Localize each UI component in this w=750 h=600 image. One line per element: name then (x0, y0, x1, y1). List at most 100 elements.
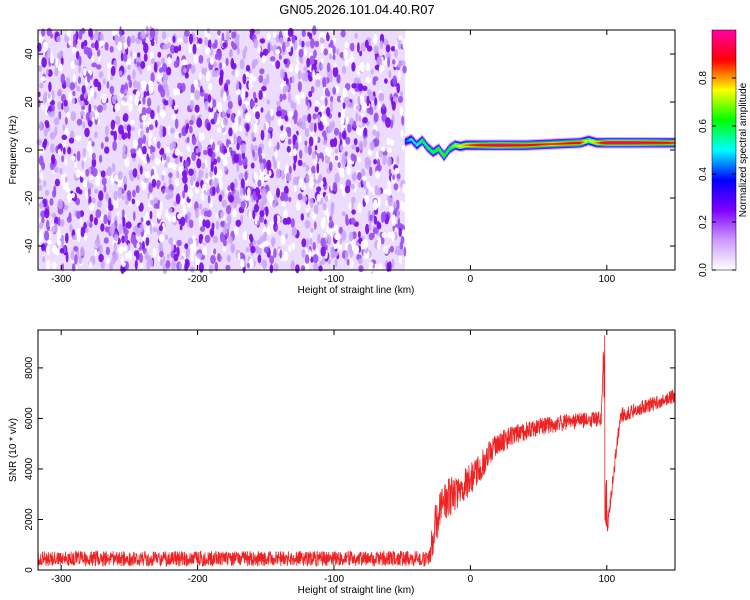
noise-speck (146, 65, 152, 71)
ridge-cell (462, 144, 465, 147)
noise-speck (327, 258, 331, 264)
noise-speck (82, 147, 87, 158)
noise-speck (118, 70, 123, 77)
noise-speck (387, 187, 392, 197)
noise-speck (88, 261, 93, 269)
ridge-cell (509, 144, 512, 147)
noise-speck (175, 177, 180, 187)
noise-speck (258, 154, 263, 164)
noise-speck (158, 241, 163, 253)
noise-speck (233, 190, 240, 201)
ridge-cell (486, 144, 489, 147)
ridge-cell (447, 149, 450, 152)
noise-speck (181, 127, 185, 134)
noise-speck (369, 141, 375, 151)
noise-speck (388, 168, 392, 176)
noise-speck (317, 233, 321, 244)
noise-speck (145, 211, 149, 222)
noise-speck (240, 200, 246, 210)
noise-speck (226, 214, 232, 226)
noise-speck (402, 183, 406, 194)
noise-speck (125, 221, 132, 229)
noise-speck (94, 238, 101, 248)
noise-speck (174, 157, 180, 165)
noise-speck (82, 121, 86, 129)
noise-speck (45, 68, 49, 76)
noise-speck (105, 192, 109, 202)
noise-speck (373, 159, 377, 165)
noise-speck (65, 77, 71, 88)
noise-speck (58, 111, 62, 120)
noise-speck (261, 85, 267, 92)
noise-speck (313, 122, 317, 133)
noise-speck (328, 161, 333, 172)
noise-speck (339, 167, 345, 178)
noise-speck (304, 254, 310, 265)
ridge-cell (443, 155, 446, 157)
noise-speck (215, 144, 220, 152)
ridge-cell (455, 144, 458, 147)
noise-speck (261, 259, 268, 269)
noise-speck (180, 197, 186, 206)
noise-speck (321, 217, 327, 225)
noise-speck (319, 260, 323, 267)
noise-speck (38, 155, 44, 166)
noise-speck (67, 192, 73, 203)
noise-speck (393, 201, 397, 209)
ridge-cell (654, 141, 657, 144)
noise-speck (124, 42, 128, 50)
noise-speck (374, 185, 380, 196)
noise-speck (391, 258, 395, 269)
noise-speck (57, 88, 63, 97)
noise-speck (175, 88, 181, 96)
noise-speck (39, 171, 44, 181)
noise-speck (223, 91, 227, 102)
ridge-cell (444, 153, 447, 156)
noise-speck (242, 231, 248, 241)
noise-speck (355, 146, 360, 153)
noise-speck (81, 27, 86, 34)
noise-speck (171, 162, 177, 171)
noise-speck (347, 123, 352, 133)
noise-speck (291, 227, 297, 237)
noise-speck (309, 122, 315, 133)
noise-speck (124, 252, 129, 260)
noise-speck (266, 159, 272, 171)
noise-speck (61, 155, 65, 163)
noise-speck (400, 60, 406, 66)
noise-speck (364, 39, 369, 49)
ridge-cell (583, 140, 586, 143)
noise-speck (300, 213, 304, 221)
noise-speck (107, 210, 112, 221)
ridge-cell (497, 144, 500, 147)
noise-speck (260, 188, 267, 199)
noise-speck (219, 232, 225, 243)
noise-speck (156, 105, 160, 114)
noise-speck (402, 38, 407, 50)
noise-speck (112, 140, 117, 152)
noise-speck (351, 83, 357, 89)
noise-speck (310, 227, 314, 233)
ridge-cell (485, 144, 488, 147)
noise-speck (97, 200, 103, 208)
noise-speck (203, 189, 207, 195)
noise-speck (389, 245, 394, 253)
noise-speck (380, 105, 387, 116)
ridge-cell (569, 142, 572, 145)
noise-speck (114, 35, 120, 46)
noise-speck (282, 93, 287, 101)
noise-speck (348, 56, 355, 63)
noise-speck (91, 197, 96, 204)
noise-speck (57, 198, 63, 210)
noise-speck (285, 233, 288, 240)
noise-speck (59, 167, 63, 175)
noise-speck (288, 196, 292, 203)
noise-speck (181, 59, 187, 66)
noise-speck (171, 259, 176, 271)
noise-speck (46, 244, 51, 256)
noise-speck (280, 124, 284, 131)
noise-speck (41, 57, 47, 68)
noise-speck (93, 188, 99, 194)
noise-speck (159, 250, 164, 258)
